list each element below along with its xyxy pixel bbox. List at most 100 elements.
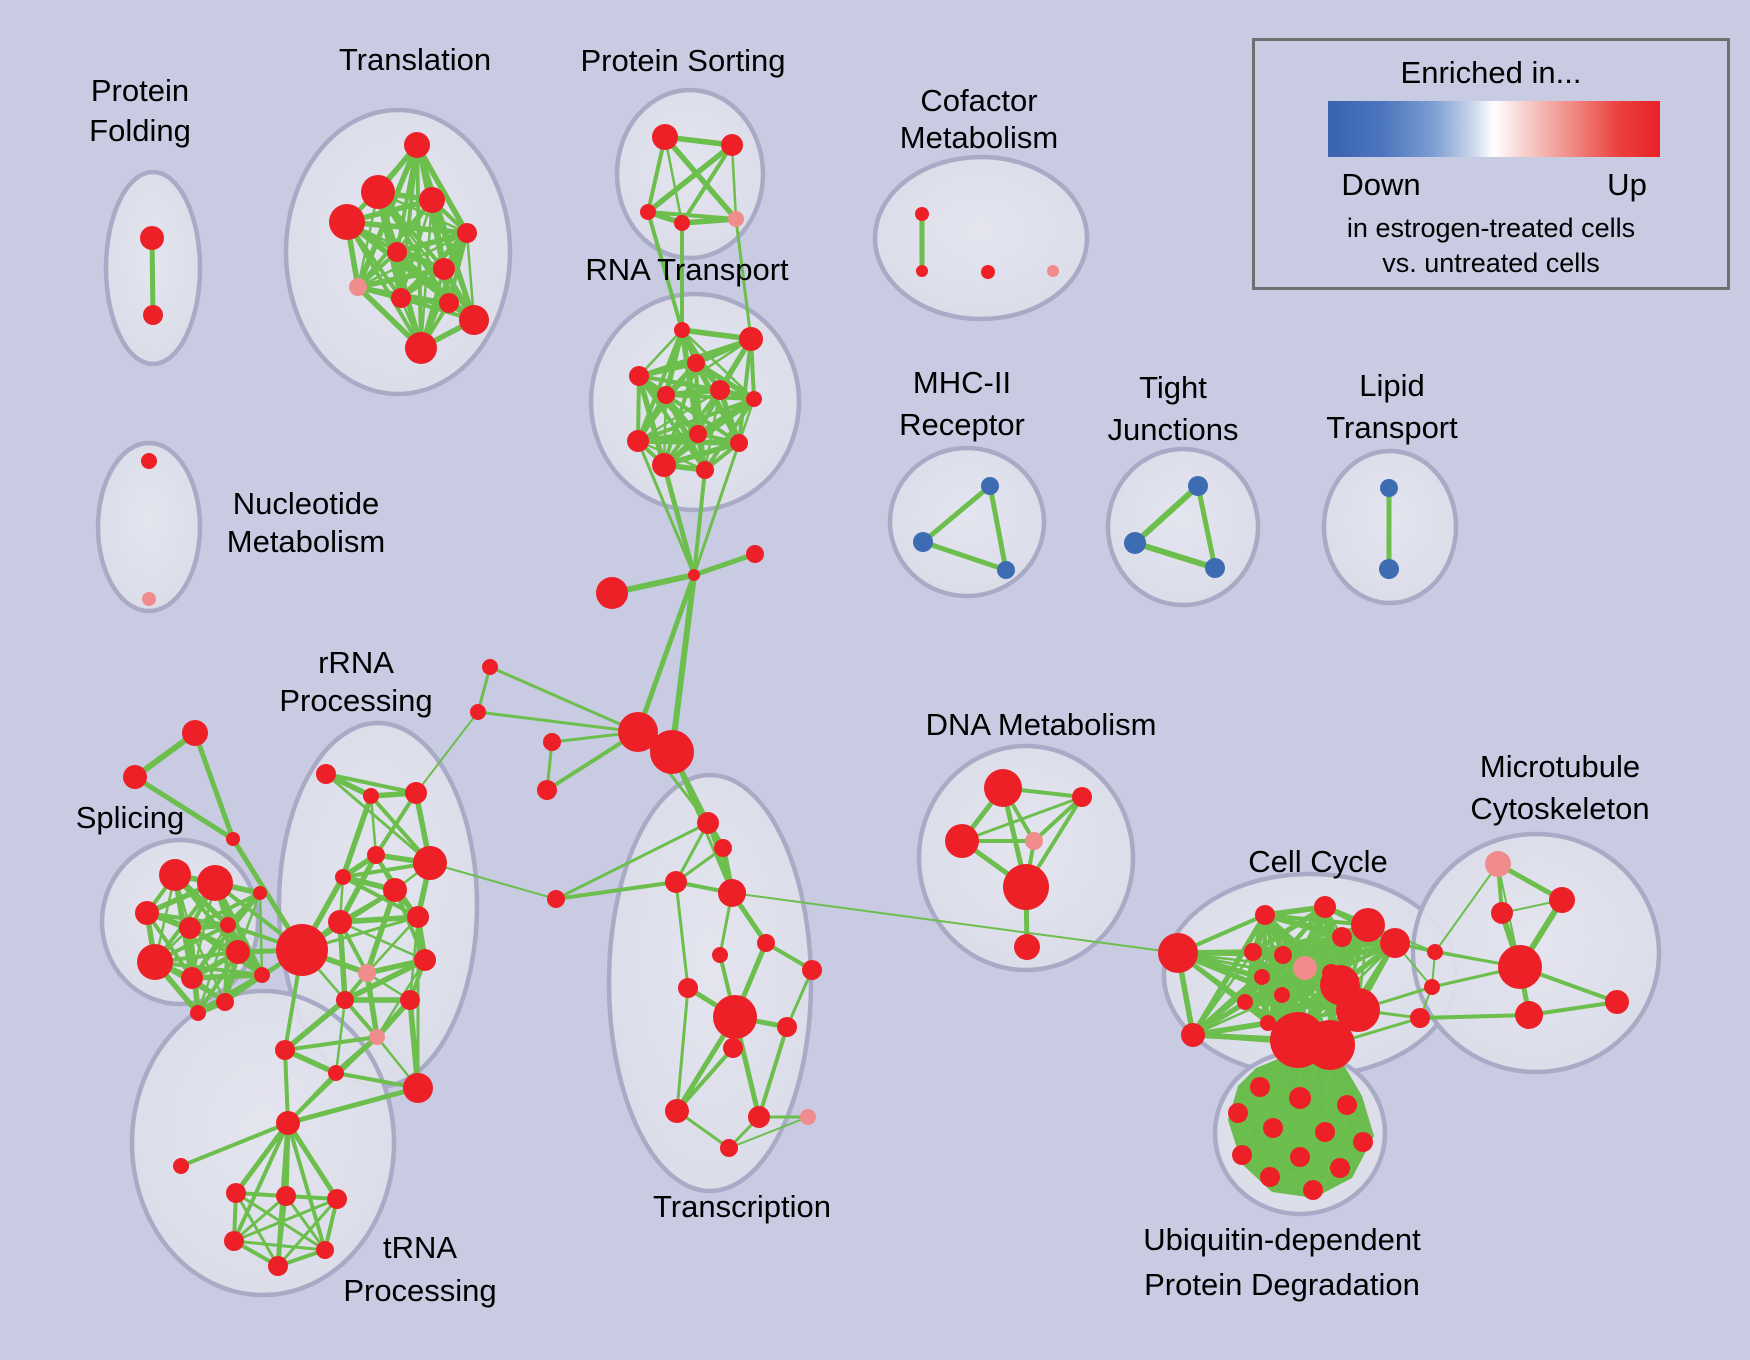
transcription-node-10[interactable] bbox=[665, 1099, 689, 1123]
ubiquitin-degradation-node-2[interactable] bbox=[1337, 1095, 1357, 1115]
microtubule-cytoskeleton-node-0[interactable] bbox=[1485, 851, 1511, 877]
rrna-processing-node-4[interactable] bbox=[367, 846, 385, 864]
rna-transport-node-1[interactable] bbox=[739, 327, 763, 351]
rna-transport-node-3[interactable] bbox=[629, 366, 649, 386]
dna-metabolism-node-4[interactable] bbox=[1003, 864, 1049, 910]
ubiquitin-degradation-node-0[interactable] bbox=[1250, 1077, 1270, 1097]
ubiquitin-degradation-node-9[interactable] bbox=[1330, 1158, 1350, 1178]
transcription-node-1[interactable] bbox=[714, 839, 732, 857]
cell-cycle-node-7[interactable] bbox=[1244, 943, 1262, 961]
ubiquitin-degradation-node-8[interactable] bbox=[1290, 1147, 1310, 1167]
cell-cycle-node-6[interactable] bbox=[1332, 927, 1352, 947]
tight-junctions-node-1[interactable] bbox=[1124, 532, 1146, 554]
microtubule-cytoskeleton-node-7[interactable] bbox=[1424, 979, 1440, 995]
rrna-processing-node-0[interactable] bbox=[316, 764, 336, 784]
microtubule-cytoskeleton-node-2[interactable] bbox=[1491, 902, 1513, 924]
ubiquitin-degradation-node-11[interactable] bbox=[1303, 1180, 1323, 1200]
mhc-ii-receptor-node-2[interactable] bbox=[997, 561, 1015, 579]
cell-cycle-node-0[interactable] bbox=[1158, 933, 1198, 973]
microtubule-cytoskeleton-node-8[interactable] bbox=[1410, 1008, 1430, 1028]
cofactor-metabolism-node-0[interactable] bbox=[915, 207, 929, 221]
intercluster-node-5[interactable] bbox=[543, 733, 561, 751]
cell-cycle-node-16[interactable] bbox=[1336, 988, 1380, 1032]
tight-junctions-node-0[interactable] bbox=[1188, 476, 1208, 496]
rrna-processing-node-6[interactable] bbox=[383, 878, 407, 902]
cell-cycle-node-9[interactable] bbox=[1293, 956, 1317, 980]
rrna-processing-node-1[interactable] bbox=[363, 788, 379, 804]
cell-cycle-node-3[interactable] bbox=[1314, 896, 1336, 918]
rna-transport-node-9[interactable] bbox=[730, 434, 748, 452]
dna-metabolism-node-5[interactable] bbox=[1014, 934, 1040, 960]
protein-sorting-node-2[interactable] bbox=[640, 204, 656, 220]
protein-folding-node-0[interactable] bbox=[140, 226, 164, 250]
translation-node-0[interactable] bbox=[404, 132, 430, 158]
protein-sorting-node-1[interactable] bbox=[721, 134, 743, 156]
mhc-ii-receptor-node-0[interactable] bbox=[981, 477, 999, 495]
translation-node-1[interactable] bbox=[361, 175, 395, 209]
rrna-processing-node-5[interactable] bbox=[335, 869, 351, 885]
rna-transport-node-6[interactable] bbox=[746, 391, 762, 407]
splicing-node-7[interactable] bbox=[181, 967, 203, 989]
intercluster-node-12[interactable] bbox=[226, 832, 240, 846]
dna-metabolism-node-3[interactable] bbox=[1025, 832, 1043, 850]
translation-node-11[interactable] bbox=[405, 332, 437, 364]
splicing-node-10[interactable] bbox=[190, 1005, 206, 1021]
rrna-processing-node-15[interactable] bbox=[328, 1065, 344, 1081]
cofactor-metabolism-node-1[interactable] bbox=[916, 265, 928, 277]
rrna-processing-node-13[interactable] bbox=[400, 990, 420, 1010]
rrna-processing-node-17[interactable] bbox=[403, 1073, 433, 1103]
rna-transport-node-5[interactable] bbox=[710, 380, 730, 400]
transcription-node-5[interactable] bbox=[757, 934, 775, 952]
rrna-processing-node-3[interactable] bbox=[413, 846, 447, 880]
trna-processing-node-5[interactable] bbox=[224, 1231, 244, 1251]
translation-node-4[interactable] bbox=[457, 223, 477, 243]
rna-transport-node-8[interactable] bbox=[627, 430, 649, 452]
mhc-ii-receptor-node-1[interactable] bbox=[913, 532, 933, 552]
rrna-processing-node-2[interactable] bbox=[405, 782, 427, 804]
ubiquitin-degradation-node-5[interactable] bbox=[1315, 1122, 1335, 1142]
protein-sorting-node-3[interactable] bbox=[674, 215, 690, 231]
transcription-node-13[interactable] bbox=[720, 1139, 738, 1157]
protein-sorting-node-4[interactable] bbox=[728, 211, 744, 227]
ubiquitin-degradation-node-10[interactable] bbox=[1260, 1167, 1280, 1187]
lipid-transport-node-0[interactable] bbox=[1380, 479, 1398, 497]
microtubule-cytoskeleton-node-3[interactable] bbox=[1498, 945, 1542, 989]
microtubule-cytoskeleton-node-4[interactable] bbox=[1515, 1001, 1543, 1029]
transcription-node-4[interactable] bbox=[712, 947, 728, 963]
rna-transport-node-10[interactable] bbox=[652, 453, 676, 477]
trna-processing-node-0[interactable] bbox=[276, 1111, 300, 1135]
tight-junctions-node-2[interactable] bbox=[1205, 558, 1225, 578]
ubiquitin-degradation-node-7[interactable] bbox=[1232, 1145, 1252, 1165]
trna-processing-node-1[interactable] bbox=[173, 1158, 189, 1174]
splicing-node-0[interactable] bbox=[159, 859, 191, 891]
splicing-node-2[interactable] bbox=[135, 901, 159, 925]
cell-cycle-node-13[interactable] bbox=[1274, 987, 1290, 1003]
cell-cycle-node-2[interactable] bbox=[1255, 905, 1275, 925]
translation-node-10[interactable] bbox=[459, 305, 489, 335]
translation-node-3[interactable] bbox=[329, 204, 365, 240]
trna-processing-node-3[interactable] bbox=[276, 1186, 296, 1206]
rna-transport-node-7[interactable] bbox=[689, 425, 707, 443]
translation-node-9[interactable] bbox=[439, 293, 459, 313]
intercluster-node-7[interactable] bbox=[547, 890, 565, 908]
dna-metabolism-node-1[interactable] bbox=[1072, 787, 1092, 807]
cell-cycle-node-11[interactable] bbox=[1254, 969, 1270, 985]
translation-node-5[interactable] bbox=[387, 242, 407, 262]
intercluster-node-3[interactable] bbox=[618, 712, 658, 752]
intercluster-node-8[interactable] bbox=[482, 659, 498, 675]
trna-processing-node-6[interactable] bbox=[316, 1241, 334, 1259]
nucleotide-metabolism-node-0[interactable] bbox=[141, 453, 157, 469]
rrna-processing-node-9[interactable] bbox=[276, 924, 328, 976]
rrna-processing-node-8[interactable] bbox=[328, 910, 352, 934]
splicing-node-1[interactable] bbox=[197, 865, 233, 901]
rrna-processing-node-11[interactable] bbox=[414, 949, 436, 971]
rrna-processing-node-10[interactable] bbox=[358, 964, 376, 982]
cell-cycle-node-8[interactable] bbox=[1274, 946, 1292, 964]
lipid-transport-node-1[interactable] bbox=[1379, 559, 1399, 579]
transcription-node-7[interactable] bbox=[713, 995, 757, 1039]
transcription-node-9[interactable] bbox=[723, 1038, 743, 1058]
intercluster-node-6[interactable] bbox=[537, 780, 557, 800]
intercluster-node-2[interactable] bbox=[746, 545, 764, 563]
splicing-node-9[interactable] bbox=[216, 993, 234, 1011]
splicing-node-3[interactable] bbox=[179, 917, 201, 939]
